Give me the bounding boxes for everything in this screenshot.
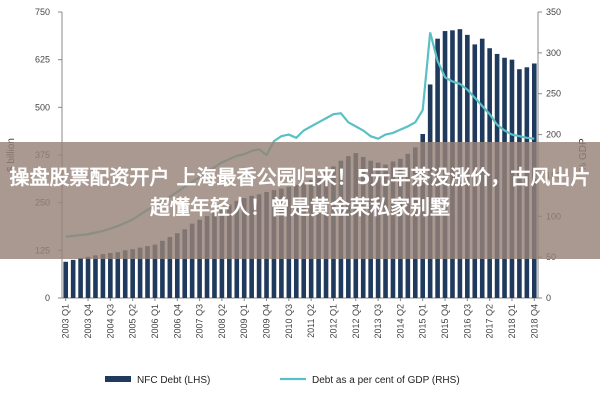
x-tick-label: 2017 Q2 xyxy=(485,304,495,339)
right-tick-label: 300 xyxy=(546,48,561,58)
x-tick-label: 2015 Q4 xyxy=(440,304,450,339)
x-tick-label: 2008 Q2 xyxy=(217,304,227,339)
bar-nfc-debt xyxy=(130,249,135,298)
left-tick-label: 625 xyxy=(35,55,50,65)
headline-overlay[interactable]: 操盘股票配资开户 上海最香公园归来！5元早茶没涨价，古风出片超懂年轻人！曾是黄金… xyxy=(0,142,600,259)
bar-nfc-debt xyxy=(189,223,195,298)
bar-nfc-debt xyxy=(122,250,128,298)
x-tick-label: 2006 Q4 xyxy=(172,304,182,339)
bar-nfc-debt xyxy=(115,252,121,298)
bar-nfc-debt xyxy=(182,229,188,298)
bar-nfc-debt xyxy=(63,261,69,298)
x-tick-label: 2009 Q1 xyxy=(239,304,249,339)
bar-nfc-debt xyxy=(70,259,76,298)
left-tick-label: 500 xyxy=(35,102,50,112)
right-tick-label: 200 xyxy=(546,130,561,140)
bar-nfc-debt xyxy=(85,256,91,298)
x-tick-label: 2006 Q1 xyxy=(150,304,160,339)
legend-swatch-nfc-debt xyxy=(105,376,131,382)
x-tick-label: 2007 Q3 xyxy=(195,304,205,339)
bar-nfc-debt xyxy=(145,246,150,298)
bar-nfc-debt xyxy=(160,240,165,298)
right-tick-label: 350 xyxy=(546,7,561,17)
headline-text[interactable]: 操盘股票配资开户 上海最香公园归来！5元早茶没涨价，古风出片超懂年轻人！曾是黄金… xyxy=(9,165,591,219)
x-tick-label: 2004 Q3 xyxy=(105,304,115,339)
left-tick-label: 750 xyxy=(35,7,50,17)
x-tick-label: 2009 Q4 xyxy=(262,304,272,339)
x-tick-label: 2018 Q4 xyxy=(529,304,539,339)
x-tick-label: 2014 Q2 xyxy=(395,304,405,339)
bar-nfc-debt xyxy=(93,255,98,298)
right-tick-label: 250 xyxy=(546,89,561,99)
x-tick-label: 2003 Q1 xyxy=(61,304,71,339)
x-tick-label: 2011 Q2 xyxy=(306,304,316,338)
left-tick-label: 0 xyxy=(45,293,50,303)
bar-nfc-debt xyxy=(167,236,173,298)
legend-label-debt-gdp: Debt as a per cent of GDP (RHS) xyxy=(312,375,460,386)
bar-nfc-debt xyxy=(137,247,143,298)
bar-nfc-debt xyxy=(108,253,113,298)
x-tick-label: 2013 Q3 xyxy=(373,304,383,339)
x-tick-label: 2018 Q1 xyxy=(507,304,517,339)
legend-label-nfc-debt: NFC Debt (LHS) xyxy=(137,375,210,386)
x-tick-label: 2016 Q3 xyxy=(462,304,472,339)
x-tick-label: 2012 Q4 xyxy=(351,304,361,339)
x-tick-label: 2005 Q2 xyxy=(128,304,138,339)
x-tick-label: 2010 Q3 xyxy=(284,304,294,339)
right-tick-label: 0 xyxy=(546,293,551,303)
x-tick-label: 2012 Q1 xyxy=(328,304,338,339)
bar-nfc-debt xyxy=(174,233,180,298)
bar-nfc-debt xyxy=(78,257,83,298)
bar-nfc-debt xyxy=(100,254,106,298)
bar-nfc-debt xyxy=(152,244,158,298)
x-tick-label: 2003 Q4 xyxy=(83,304,93,339)
x-tick-label: 2015 Q1 xyxy=(418,304,428,339)
